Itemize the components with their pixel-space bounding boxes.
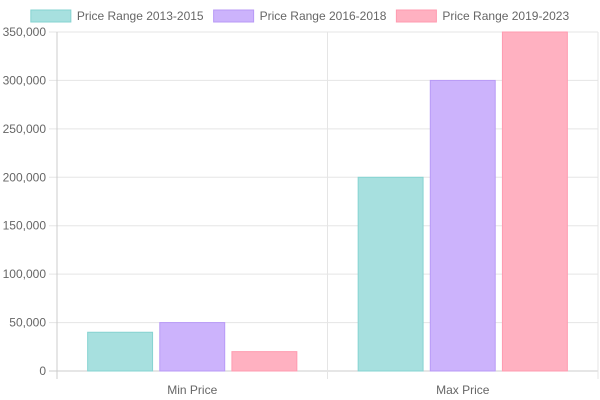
bar-min-series-1[interactable] [87,331,154,372]
y-tick-label: 150,000 [3,219,47,233]
bar-max-series-1[interactable] [357,176,424,372]
legend-swatch [213,9,255,23]
legend-label: Price Range 2019-2023 [442,9,569,23]
y-axis: 0 50,000 100,000 150,000 200,000 250,000 300,0… [3,25,47,378]
y-tick-label: 250,000 [3,122,47,136]
bars [87,31,568,372]
bar-min-series-2[interactable] [159,322,226,372]
y-tick-label: 0 [39,364,46,378]
x-tick-label: Min Price [167,383,217,397]
y-tick-label: 50,000 [9,316,46,330]
legend-item-2[interactable]: Price Range 2016-2018 [213,9,387,23]
x-axis: Min Price Max Price [167,383,490,397]
y-tick-label: 100,000 [3,267,47,281]
legend-item-3[interactable]: Price Range 2019-2023 [395,9,569,23]
legend: Price Range 2013-2015 Price Range 2016-20… [30,9,569,23]
x-tick-label: Max Price [436,383,490,397]
y-tick-label: 300,000 [3,73,47,87]
bar-min-series-3[interactable] [231,351,298,372]
y-tick-label: 200,000 [3,170,47,184]
bar-max-series-3[interactable] [501,31,568,372]
legend-label: Price Range 2013-2015 [77,9,204,23]
legend-swatch [30,9,72,23]
legend-item-1[interactable]: Price Range 2013-2015 [30,9,204,23]
bar-max-series-2[interactable] [429,79,496,372]
legend-swatch [395,9,437,23]
grid [49,31,599,379]
y-tick-label: 350,000 [3,25,47,39]
legend-label: Price Range 2016-2018 [260,9,387,23]
